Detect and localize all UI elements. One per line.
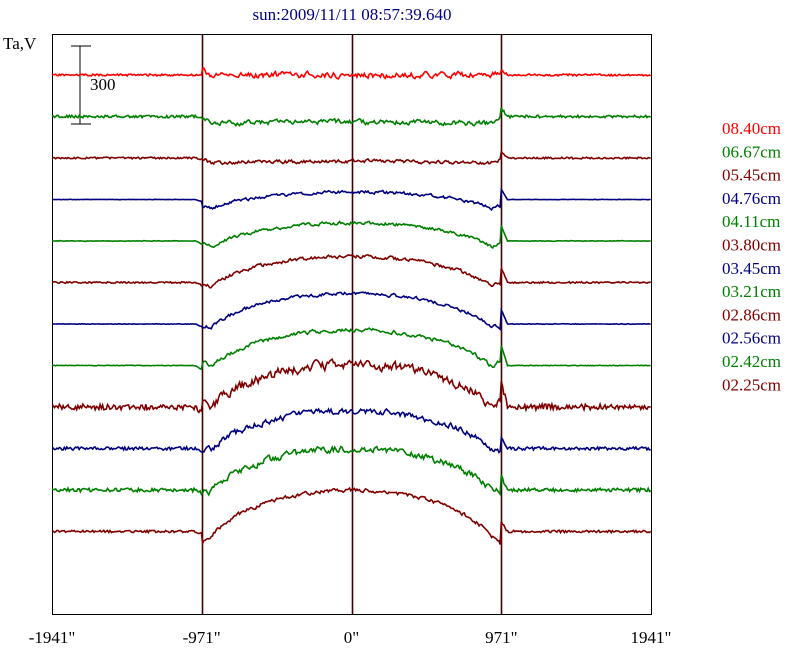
series-line-03.45cm <box>52 291 651 331</box>
series-line-04.76cm <box>52 187 651 212</box>
legend-entry: 02.86cm <box>722 305 781 324</box>
series-line-08.40cm <box>51 67 652 80</box>
scale-bar-label: 300 <box>90 75 116 94</box>
x-tick-label: -971" <box>183 628 221 647</box>
series-line-06.67cm <box>51 107 652 127</box>
legend-entry: 02.42cm <box>722 352 781 371</box>
legend-entry: 02.25cm <box>722 375 781 394</box>
x-tick-labels: -1941" -971" 0" 971" 1941" <box>29 628 672 647</box>
x-tick-label: -1941" <box>29 628 76 647</box>
legend-entry: 08.40cm <box>722 119 781 138</box>
legend-entry: 03.21cm <box>722 282 781 301</box>
legend-entry: 03.80cm <box>722 236 781 255</box>
x-tick-label: 0" <box>344 628 359 647</box>
legend-entry: 02.56cm <box>722 329 781 348</box>
x-tick-label: 971" <box>485 628 517 647</box>
series-line-02.56cm <box>51 407 651 454</box>
chart-title: sun:2009/11/11 08:57:39.640 <box>253 5 452 24</box>
limb-marker-lines <box>201 34 503 614</box>
series-group <box>51 67 652 547</box>
legend: 08.40cm 06.67cm 05.45cm 04.76cm 04.11cm 03.80… <box>722 119 781 394</box>
x-tick-label: 1941" <box>631 628 672 647</box>
legend-entry: 06.67cm <box>722 142 781 161</box>
legend-entry: 03.45cm <box>722 259 781 278</box>
series-line-02.86cm <box>51 357 651 414</box>
legend-entry: 04.11cm <box>722 212 780 231</box>
legend-entry: 05.45cm <box>722 166 781 185</box>
series-line-05.45cm <box>51 149 651 166</box>
series-line-03.21cm <box>52 327 651 371</box>
series-line-03.80cm <box>52 253 652 289</box>
y-axis-label: Ta,V <box>3 34 37 53</box>
scale-bar: 300 <box>71 45 116 125</box>
series-line-02.42cm <box>51 444 652 497</box>
series-line-02.25cm <box>51 486 652 547</box>
legend-entry: 04.76cm <box>722 189 781 208</box>
series-line-04.11cm <box>52 220 651 249</box>
